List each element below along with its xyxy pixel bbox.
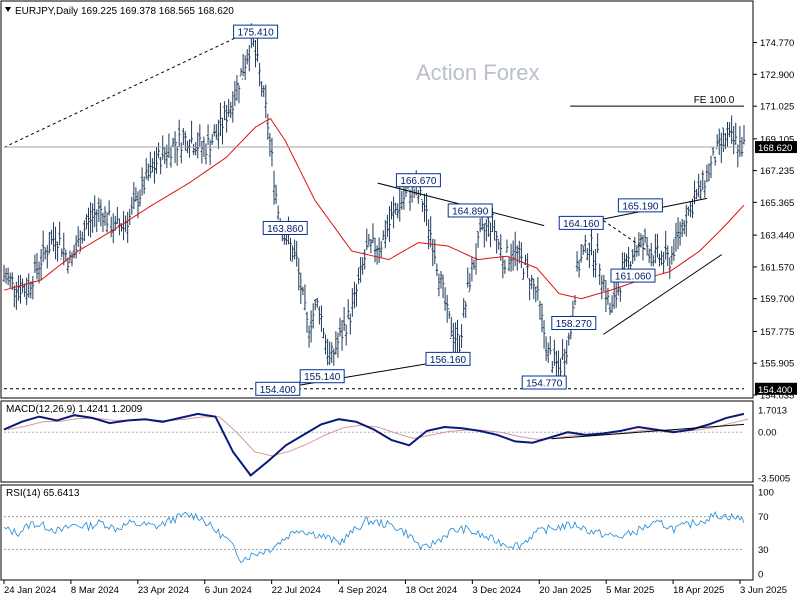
level-box-label: 154.770 (526, 379, 563, 390)
key-level-badge (755, 382, 797, 395)
macd-axis-label: 0.00 (758, 428, 777, 439)
date-axis-label: 6 Jun 2024 (205, 585, 252, 596)
watermark: Action Forex (416, 60, 540, 85)
date-axis-label: 23 Apr 2024 (138, 585, 189, 596)
macd-line (3, 412, 745, 477)
date-axis-label: 18 Oct 2024 (405, 585, 457, 596)
date-axis-label: 22 Jul 2024 (272, 585, 321, 596)
current-price-text: 168.620 (758, 143, 792, 154)
level-box (610, 268, 656, 283)
rsi-axis-label: 100 (758, 488, 774, 499)
level-box (551, 316, 597, 331)
level-box (233, 24, 279, 39)
level-box-label: 156.160 (430, 355, 467, 366)
date-axis-label: 18 Apr 2025 (673, 585, 724, 596)
level-box-label: 163.860 (267, 224, 304, 235)
rsi-line (3, 510, 745, 564)
level-box (558, 215, 604, 230)
rsi-layer: 100 70 30 0 (3, 488, 774, 581)
trendline-wedge-bottom (603, 254, 723, 335)
ema-line (3, 117, 745, 300)
axis-layer: 174.770 172.900 171.025 169.105 167.235 165.3… (3, 38, 797, 596)
date-axis-label: 3 Dec 2024 (472, 585, 521, 596)
macd-layer: 1.7013 0.00 -3.5005 (3, 406, 790, 485)
rsi-panel (0, 484, 754, 581)
macd-axis-label: 1.7013 (758, 406, 787, 417)
level-box-label: 164.160 (563, 219, 600, 230)
date-axis-label: 3 Jun 2025 (740, 585, 787, 596)
level-box (395, 173, 441, 188)
price-axis-label: 167.235 (760, 166, 794, 177)
level-box-label: 175.410 (238, 28, 275, 39)
key-level-text: 154.400 (758, 385, 792, 396)
date-axis-label: 5 Mar 2025 (606, 585, 654, 596)
date-axis-label: 8 Mar 2024 (71, 585, 119, 596)
price-axis-label: 155.905 (760, 359, 794, 370)
trendline-wedge-mid (603, 220, 649, 252)
price-axis-label: 163.440 (760, 231, 794, 242)
price-axis-label: 169.105 (760, 134, 794, 145)
level-box-label: 165.190 (622, 201, 659, 212)
fe-level-label: FE 100.0 (694, 95, 735, 106)
level-box-label: 166.670 (400, 176, 437, 187)
rsi-axis-label: 30 (758, 545, 769, 556)
price-axis-label: 157.775 (760, 327, 794, 338)
chart-title: EURJPY,Daily 169.225 169.378 168.565 168… (15, 6, 234, 17)
level-box-label: 154.400 (260, 385, 297, 396)
price-axis-label: 161.570 (760, 262, 794, 273)
price-layer: FE 100.0 175.410 163.860 166.670 164.890 164.… (2, 23, 746, 396)
level-box (299, 369, 345, 384)
date-axis-label: 24 Jan 2024 (4, 585, 56, 596)
price-axis-label: 165.365 (760, 198, 794, 209)
level-box (425, 351, 471, 366)
level-box-label: 161.060 (615, 272, 652, 283)
macd-panel (0, 400, 754, 483)
price-axis-label: 154.035 (760, 391, 794, 402)
level-box (262, 220, 308, 235)
date-axis-label: 20 Jan 2025 (539, 585, 591, 596)
triangle-down-icon[interactable] (5, 7, 11, 12)
level-box (255, 381, 301, 396)
price-axis-label: 171.025 (760, 102, 794, 113)
level-box-label: 155.140 (304, 372, 341, 383)
level-box (521, 375, 567, 390)
level-box-label: 158.270 (556, 319, 593, 330)
level-box (447, 203, 493, 218)
date-axis-label: 4 Sep 2024 (339, 585, 388, 596)
level-box-label: 164.890 (452, 206, 489, 217)
current-price-badge (755, 141, 797, 154)
price-axis-label: 172.900 (760, 70, 794, 81)
rsi-axis-label: 0 (758, 570, 763, 581)
macd-label: MACD(12,26,9) 1.4241 1.2009 (6, 404, 143, 415)
price-axis-label: 159.700 (760, 294, 794, 305)
rsi-label: RSI(14) 65.6413 (6, 488, 80, 499)
macd-axis-label: -3.5005 (758, 474, 790, 485)
macd-trendline (551, 423, 745, 440)
level-box (617, 198, 663, 213)
price-axis-label: 174.770 (760, 38, 794, 49)
rsi-axis-label: 70 (758, 512, 769, 523)
